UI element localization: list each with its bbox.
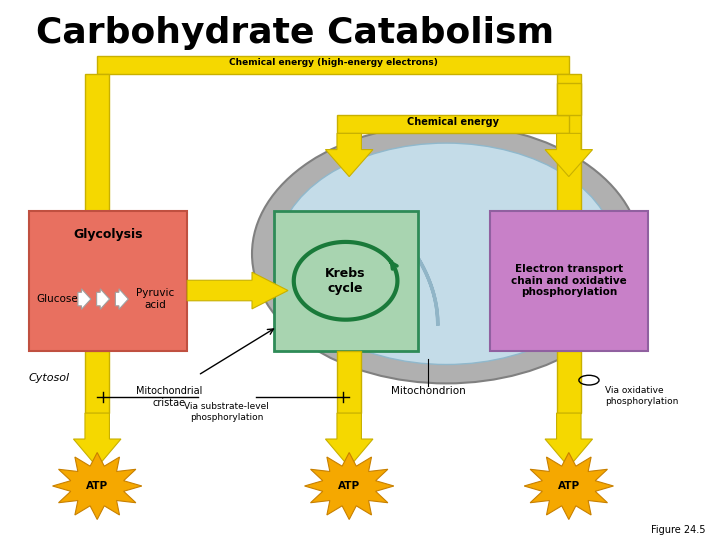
Polygon shape	[305, 453, 394, 519]
FancyArrow shape	[325, 133, 373, 177]
FancyArrow shape	[115, 289, 128, 309]
Text: ATP: ATP	[338, 481, 360, 491]
Text: Glucose: Glucose	[37, 294, 78, 304]
Text: Electron transport
chain and oxidative
phosphorylation: Electron transport chain and oxidative p…	[511, 264, 626, 298]
Text: Krebs
cycle: Krebs cycle	[325, 267, 366, 295]
Polygon shape	[53, 453, 142, 519]
Text: Mitochondrion: Mitochondrion	[391, 386, 466, 396]
FancyBboxPatch shape	[337, 115, 569, 133]
FancyBboxPatch shape	[85, 74, 109, 211]
FancyBboxPatch shape	[557, 74, 581, 211]
Text: Carbohydrate Catabolism: Carbohydrate Catabolism	[36, 16, 554, 50]
FancyArrow shape	[545, 133, 593, 177]
Text: ATP: ATP	[558, 481, 580, 491]
Ellipse shape	[277, 143, 616, 364]
Text: Figure 24.5: Figure 24.5	[651, 524, 706, 535]
FancyBboxPatch shape	[85, 351, 109, 413]
Text: Cytosol: Cytosol	[29, 373, 70, 383]
Polygon shape	[524, 453, 613, 519]
Text: Chemical energy (high-energy electrons): Chemical energy (high-energy electrons)	[228, 58, 438, 67]
FancyBboxPatch shape	[337, 351, 361, 413]
FancyBboxPatch shape	[557, 83, 581, 115]
Text: Via oxidative
phosphorylation: Via oxidative phosphorylation	[605, 386, 678, 406]
FancyArrow shape	[325, 413, 373, 467]
FancyArrow shape	[78, 289, 91, 309]
FancyBboxPatch shape	[557, 351, 581, 413]
FancyBboxPatch shape	[490, 211, 648, 351]
FancyBboxPatch shape	[274, 211, 418, 351]
Text: Glycolysis: Glycolysis	[73, 228, 143, 241]
FancyArrow shape	[545, 413, 593, 467]
Text: Chemical energy: Chemical energy	[407, 117, 499, 127]
FancyArrow shape	[96, 289, 109, 309]
Text: Via substrate-level
phosphorylation: Via substrate-level phosphorylation	[184, 402, 269, 422]
FancyArrow shape	[187, 272, 288, 309]
Text: Pyruvic
acid: Pyruvic acid	[136, 288, 175, 310]
Text: ATP: ATP	[86, 481, 108, 491]
FancyBboxPatch shape	[97, 56, 569, 74]
FancyBboxPatch shape	[29, 211, 187, 351]
FancyArrow shape	[73, 413, 121, 467]
Text: Mitochondrial
cristae: Mitochondrial cristae	[136, 386, 202, 408]
Ellipse shape	[252, 124, 641, 383]
